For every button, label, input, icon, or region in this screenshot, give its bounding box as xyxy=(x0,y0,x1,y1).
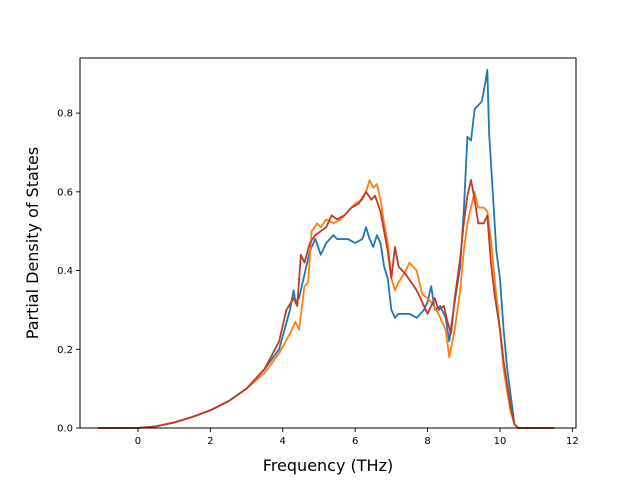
series-layer xyxy=(98,68,555,429)
x-axis: 0 2 4 6 8 10 12 xyxy=(135,428,579,447)
y-axis-title: Partial Density of States xyxy=(23,147,42,339)
x-tick-label: 6 xyxy=(352,436,358,447)
y-tick-label: 0.0 xyxy=(57,424,73,435)
y-axis: 0.0 0.2 0.4 0.6 0.8 xyxy=(57,109,80,435)
series-line-2 xyxy=(98,179,555,429)
x-tick-label: 10 xyxy=(494,436,507,447)
x-tick-label: 4 xyxy=(280,436,286,447)
x-tick-label: 2 xyxy=(207,436,213,447)
x-tick-label: 12 xyxy=(566,436,579,447)
x-axis-title: Frequency (THz) xyxy=(263,456,393,475)
y-tick-label: 0.6 xyxy=(57,187,73,198)
y-tick-label: 0.8 xyxy=(57,109,73,120)
x-tick-label: 0 xyxy=(135,436,141,447)
x-tick-label: 8 xyxy=(424,436,430,447)
y-tick-label: 0.2 xyxy=(57,345,73,356)
y-tick-label: 0.4 xyxy=(57,266,73,277)
plot-frame xyxy=(79,57,577,429)
series-line-3 xyxy=(98,179,555,429)
